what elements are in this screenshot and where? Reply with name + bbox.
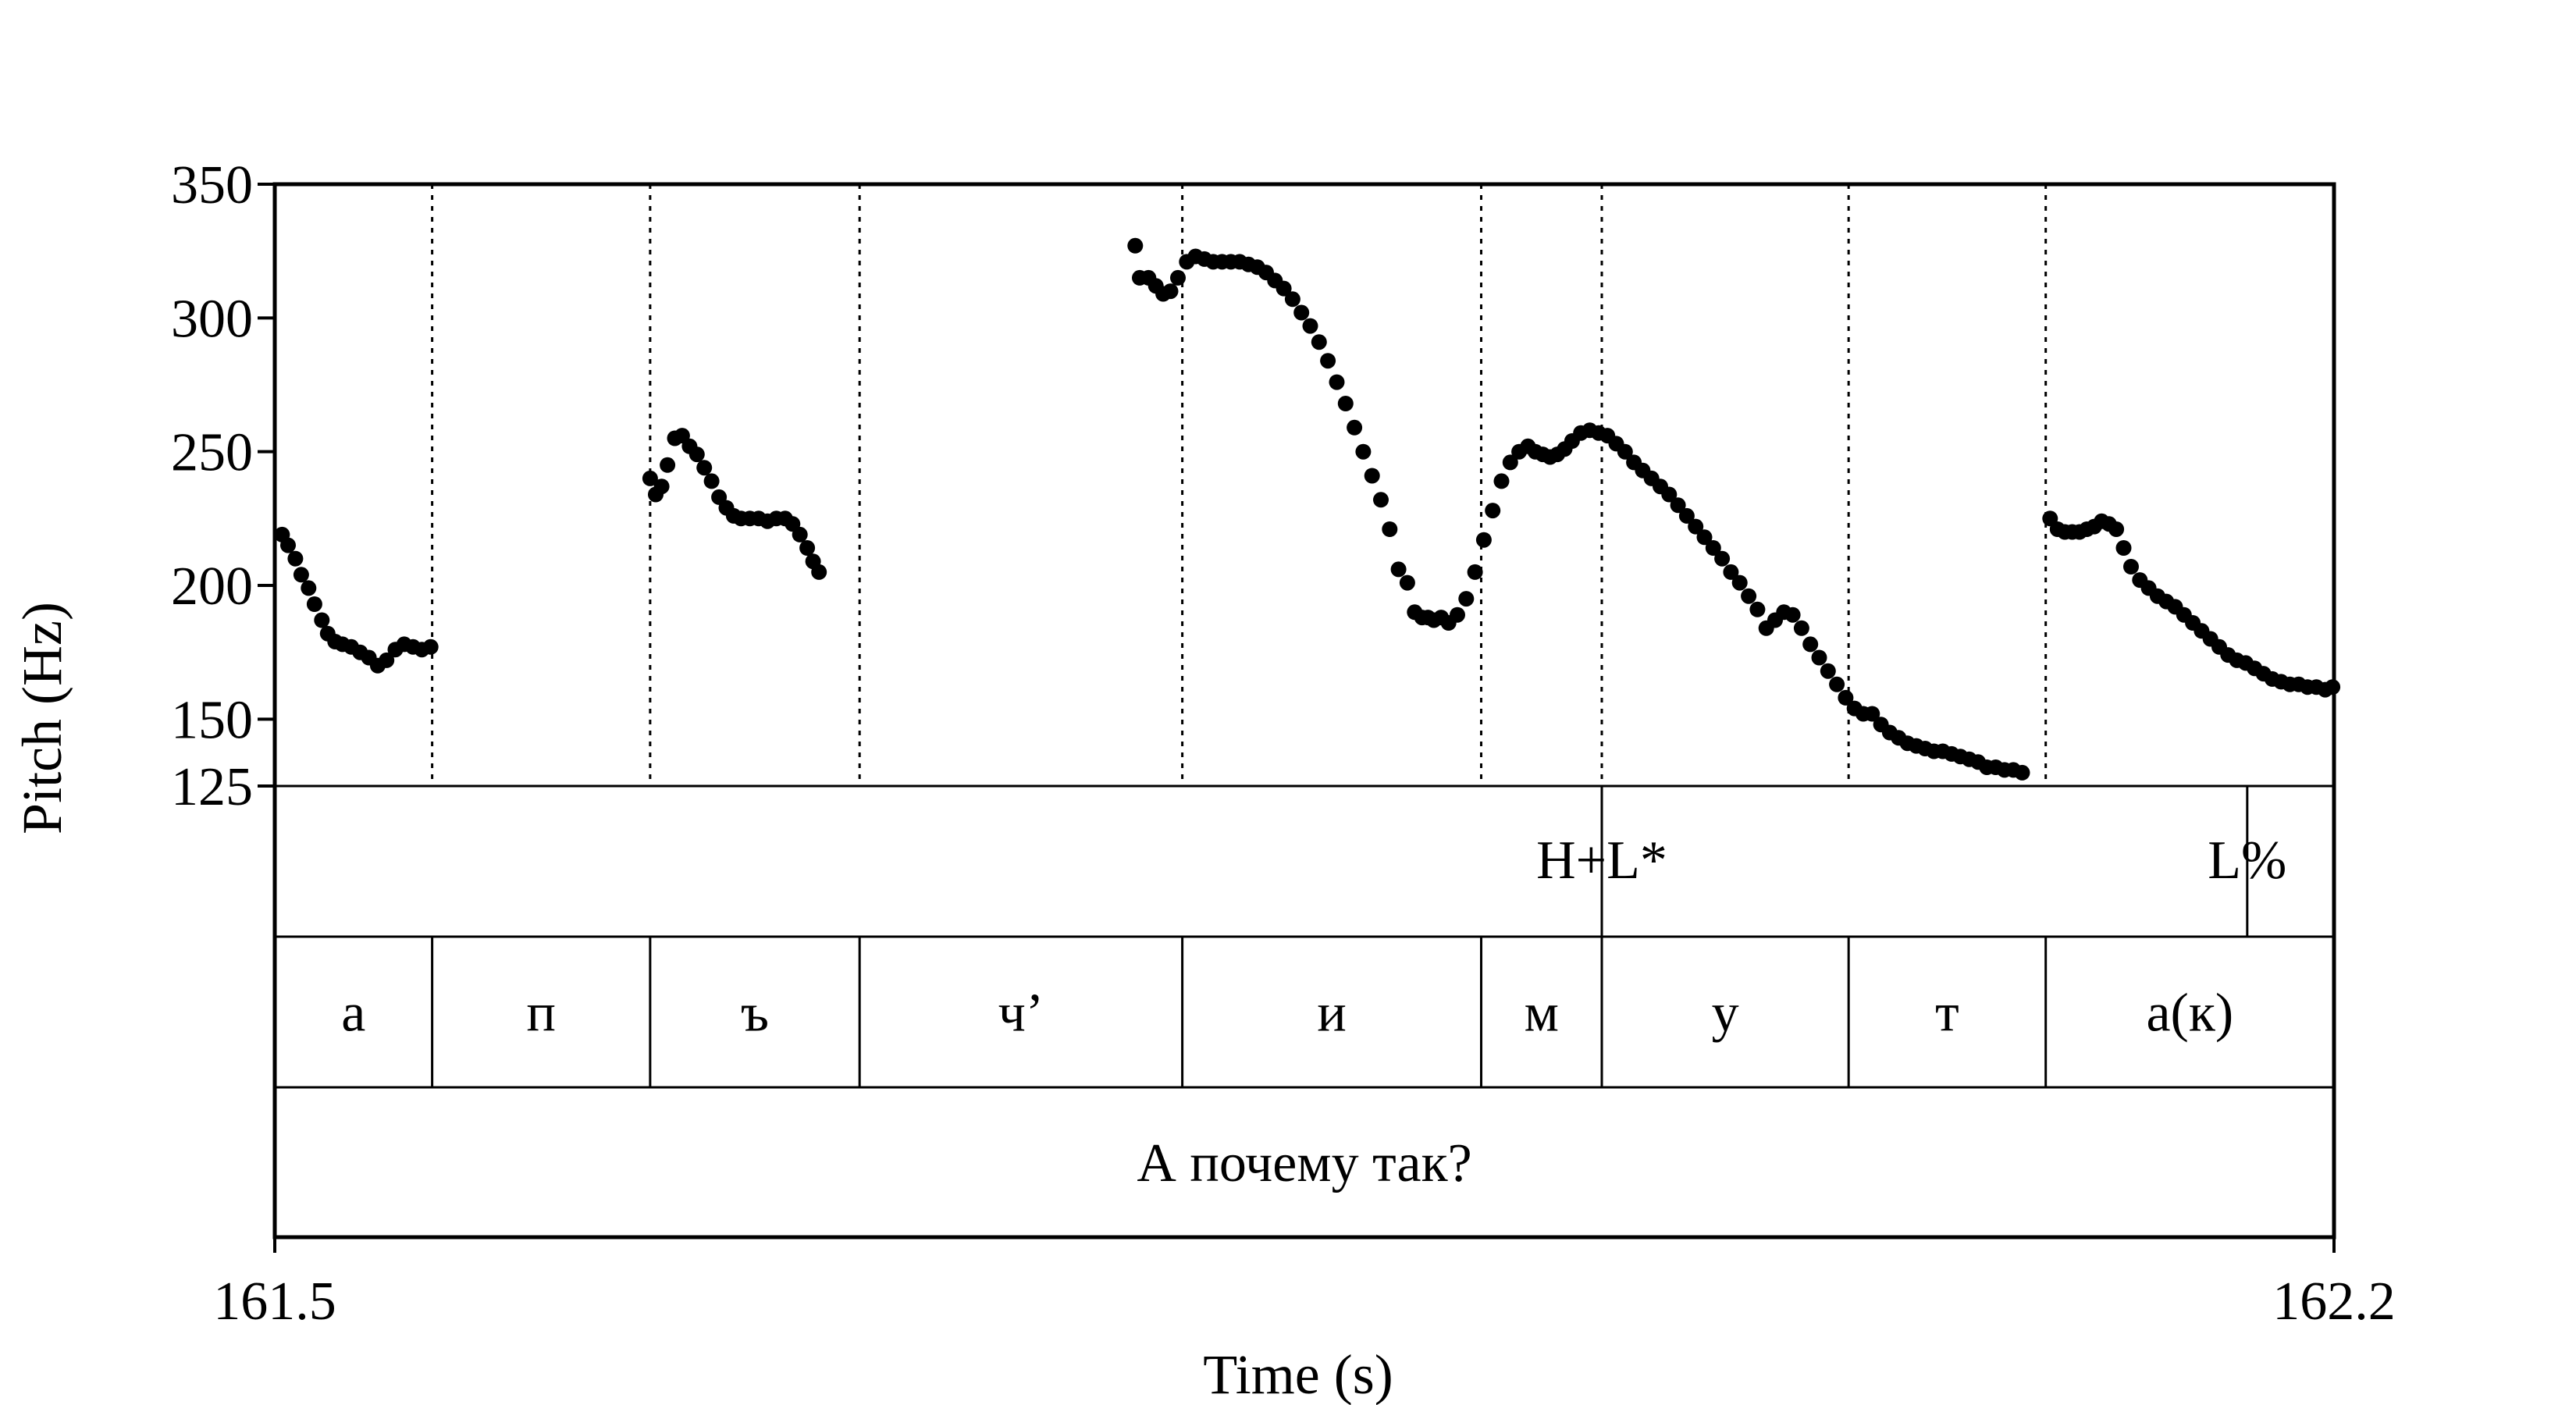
pitch-point	[1382, 521, 1398, 537]
pitch-point	[1355, 443, 1372, 460]
pitch-point	[1678, 507, 1695, 524]
pitch-point	[1502, 454, 1518, 471]
segment-label: п	[527, 984, 556, 1044]
pitch-point	[1329, 374, 1345, 390]
pitch-point	[1284, 291, 1300, 308]
pitch-point	[2115, 540, 2132, 556]
pitch-point	[314, 612, 330, 628]
sentence-label: А почему так?	[1137, 1133, 1471, 1193]
pitch-point	[1493, 473, 1510, 489]
pitch-point	[1670, 497, 1686, 514]
pitch-point	[1390, 561, 1407, 578]
pitch-point	[1705, 540, 1721, 556]
segment-label: а(к)	[2146, 984, 2233, 1044]
segment-tier: а п ъ ч’ и м у т а(к)	[341, 984, 2233, 1044]
y-axis-title: Pitch (Hz)	[11, 602, 73, 834]
pitch-point	[1838, 689, 1854, 706]
pitch-point	[1475, 532, 1492, 548]
y-tick-label: 250	[171, 423, 253, 483]
plot-border	[272, 182, 2336, 1240]
pitch-point	[1741, 588, 1757, 604]
pitch-point	[1731, 574, 1748, 591]
pitch-point	[1820, 663, 1836, 679]
pitch-point	[1784, 606, 1801, 623]
tone-label: L%	[2208, 831, 2286, 891]
pitch-point	[293, 567, 309, 583]
pitch-point	[1793, 620, 1809, 636]
pitch-point	[1276, 280, 1292, 297]
pitch-point	[301, 580, 317, 596]
pitch-point	[1399, 574, 1415, 591]
pitch-point	[1450, 606, 1465, 623]
pitch-point	[1811, 649, 1827, 666]
pitch-point	[653, 478, 670, 495]
pitch-point	[1320, 353, 1336, 369]
pitch-point	[1864, 706, 1880, 722]
tier-dividers	[275, 784, 2334, 1089]
tone-label: H+L*	[1536, 831, 1667, 891]
pitch-point	[2014, 764, 2030, 781]
segment-label: у	[1712, 984, 1739, 1044]
pitch-point	[1802, 636, 1819, 653]
pitch-point	[1688, 518, 1704, 535]
pitch-point	[1714, 550, 1731, 567]
x-axis-ticks: 161.5 162.2	[213, 1237, 2396, 1332]
plot-frame	[272, 182, 2336, 1240]
pitch-point	[1293, 304, 1310, 321]
pitch-point	[379, 652, 395, 668]
pitch-point	[2108, 521, 2125, 537]
pitch-point	[703, 473, 720, 489]
tone-tier: H+L* L%	[1536, 786, 2286, 937]
pitch-point	[799, 540, 816, 556]
pitch-point	[1829, 676, 1845, 692]
pitch-point	[1723, 564, 1739, 580]
pitch-point	[642, 470, 658, 486]
pitch-point	[287, 550, 304, 567]
y-tick-label: 350	[171, 155, 253, 215]
pitch-point	[1337, 396, 1354, 411]
pitch-point	[1302, 318, 1318, 334]
pitch-point	[1467, 564, 1483, 580]
segment-label: м	[1525, 984, 1559, 1044]
pitch-point	[1696, 529, 1713, 546]
pitch-point	[280, 537, 296, 553]
pitch-point	[422, 638, 439, 655]
segment-label: т	[1935, 984, 1959, 1044]
pitch-point	[1617, 443, 1633, 460]
pitch-point	[1364, 468, 1380, 484]
y-tick-label: 300	[171, 289, 253, 349]
pitch-point	[811, 564, 827, 580]
y-tick-label: 150	[171, 690, 253, 750]
sentence-tier: А почему так?	[1137, 1133, 1471, 1193]
pitch-point	[1373, 492, 1389, 508]
segment-label: а	[341, 984, 365, 1044]
x-axis-title: Time (s)	[1203, 1343, 1393, 1405]
pitch-point	[1661, 486, 1678, 503]
pitch-point	[1347, 419, 1363, 436]
pitch-point	[1458, 591, 1475, 607]
pitch-point	[1749, 601, 1766, 617]
pitch-point	[660, 457, 676, 473]
y-tick-label: 125	[171, 757, 253, 817]
segment-label: ъ	[741, 984, 769, 1044]
pitch-point	[306, 596, 322, 612]
segment-label: и	[1317, 984, 1346, 1044]
pitch-point	[696, 460, 713, 476]
y-axis-ticks: 350 300 250 200 150 125	[171, 155, 275, 817]
segment-label: ч’	[998, 984, 1044, 1044]
pitch-point	[1170, 269, 1186, 286]
pitch-point	[1127, 237, 1144, 254]
y-tick-label: 200	[171, 557, 253, 617]
pitch-point	[688, 446, 705, 463]
x-tick-label: 161.5	[213, 1272, 336, 1332]
x-tick-label: 162.2	[2272, 1272, 2396, 1332]
segment-boundary-lines	[431, 184, 2048, 786]
pitch-point	[792, 526, 808, 542]
pitch-point	[1311, 334, 1327, 350]
pitch-point	[2123, 559, 2139, 574]
pitch-point	[1485, 503, 1501, 519]
pitch-point	[1162, 283, 1179, 300]
pitch-points	[274, 237, 2341, 781]
